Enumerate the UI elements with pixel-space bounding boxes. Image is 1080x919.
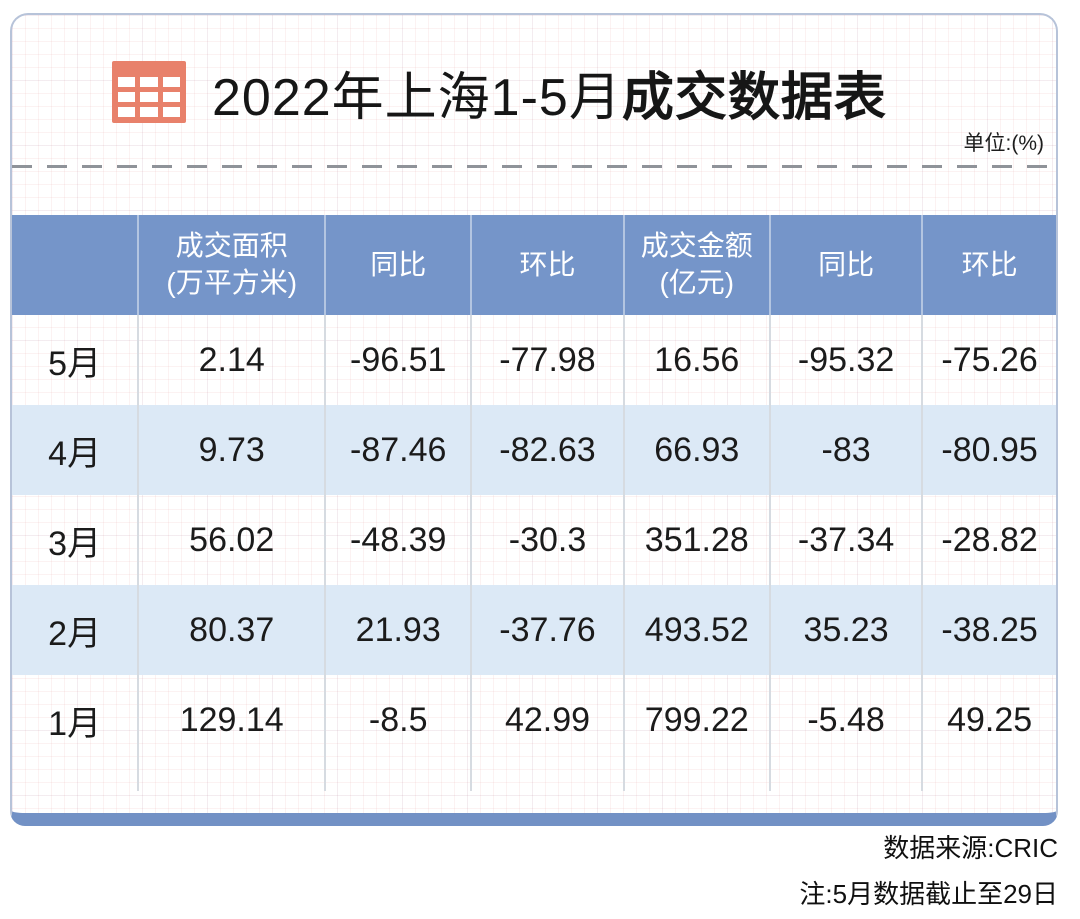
table-cell: -83 <box>768 405 921 495</box>
data-source-label: 数据来源:CRIC <box>883 833 1058 863</box>
title-regular-part: 2022年上海1-5月 <box>212 68 622 127</box>
table-row: 1月 129.14 -8.5 42.99 799.22 -5.48 49.25 <box>12 675 1056 765</box>
table-cell: -48.39 <box>324 495 470 585</box>
unit-label: 单位:(%) <box>963 132 1045 155</box>
column-header: 环比 <box>470 215 622 315</box>
table-row: 2月 80.37 21.93 -37.76 493.52 35.23 -38.25 <box>12 585 1056 675</box>
table-cell: -37.76 <box>470 585 622 675</box>
table-row: 4月 9.73 -87.46 -82.63 66.93 -83 -80.95 <box>12 405 1056 495</box>
table-cell: 80.37 <box>137 585 324 675</box>
data-table: 成交面积 (万平方米) 同比 环比 成交金额 (亿元) 同比 环比 5月 2.14 -96.51… <box>12 215 1056 791</box>
table-cell: 799.22 <box>622 675 769 765</box>
row-month-label: 5月 <box>48 344 102 383</box>
table-cell: 49.25 <box>921 675 1056 765</box>
table-cell: -87.46 <box>324 405 470 495</box>
column-header: 同比 <box>768 215 921 315</box>
table-cell: 56.02 <box>137 495 324 585</box>
row-month-label: 2月 <box>48 614 102 653</box>
column-header: 成交面积 (万平方米) <box>137 215 324 315</box>
divider-stub-row <box>12 765 1056 791</box>
row-month-label: 1月 <box>48 704 102 743</box>
table-row: 5月 2.14 -96.51 -77.98 16.56 -95.32 -75.26 <box>12 315 1056 405</box>
table-cell: -5.48 <box>768 675 921 765</box>
table-cell: -8.5 <box>324 675 470 765</box>
table-cell: -37.34 <box>768 495 921 585</box>
data-note-label: 注:5月数据截止至29日 <box>799 878 1058 909</box>
divider-stub-cell <box>921 765 1056 791</box>
footer: 数据来源:CRIC 注:5月数据截止至29日 <box>10 826 1058 917</box>
table-cell: -82.63 <box>470 405 622 495</box>
table-bottom-gap <box>12 791 1056 813</box>
dashed-divider <box>12 165 1056 168</box>
table-cell: -77.98 <box>470 315 622 405</box>
table-cell: -80.95 <box>921 405 1056 495</box>
row-month-label: 3月 <box>48 524 102 563</box>
divider-stub-cell <box>324 765 470 791</box>
divider-stub-cell <box>470 765 622 791</box>
column-header: 同比 <box>324 215 470 315</box>
table-cell: 66.93 <box>622 405 769 495</box>
table-cell: -38.25 <box>921 585 1056 675</box>
row-month-label: 4月 <box>48 434 102 473</box>
divider-stub-cell <box>12 765 137 791</box>
column-header: 成交金额 (亿元) <box>622 215 769 315</box>
table-cell: -95.32 <box>768 315 921 405</box>
column-header <box>12 215 137 315</box>
table-cell: 16.56 <box>622 315 769 405</box>
divider-stub-cell <box>622 765 769 791</box>
table-cell: 129.14 <box>137 675 324 765</box>
table-cell: 21.93 <box>324 585 470 675</box>
table-header-row: 成交面积 (万平方米) 同比 环比 成交金额 (亿元) 同比 环比 <box>12 215 1056 315</box>
table-cell: -96.51 <box>324 315 470 405</box>
table-cell: 9.73 <box>137 405 324 495</box>
title-row: 2022年上海1-5月成交数据表 <box>112 59 1056 127</box>
divider-stub-cell <box>768 765 921 791</box>
page-title: 2022年上海1-5月成交数据表 <box>212 55 887 130</box>
table-cell: 42.99 <box>470 675 622 765</box>
table-cell: 2.14 <box>137 315 324 405</box>
table-cell: 351.28 <box>622 495 769 585</box>
title-bold-part: 成交数据表 <box>621 68 887 127</box>
table-grid-icon <box>112 61 186 123</box>
table-cell: -30.3 <box>470 495 622 585</box>
data-card: 2022年上海1-5月成交数据表 单位:(%) 成交面积 (万平方米) 同比 环比成… <box>10 13 1058 826</box>
table-cell: -28.82 <box>921 495 1056 585</box>
divider-stub-cell <box>137 765 324 791</box>
table-cell: 493.52 <box>622 585 769 675</box>
table-row: 3月 56.02 -48.39 -30.3 351.28 -37.34 -28.82 <box>12 495 1056 585</box>
column-header: 环比 <box>921 215 1056 315</box>
table-cell: 35.23 <box>768 585 921 675</box>
table-cell: -75.26 <box>921 315 1056 405</box>
